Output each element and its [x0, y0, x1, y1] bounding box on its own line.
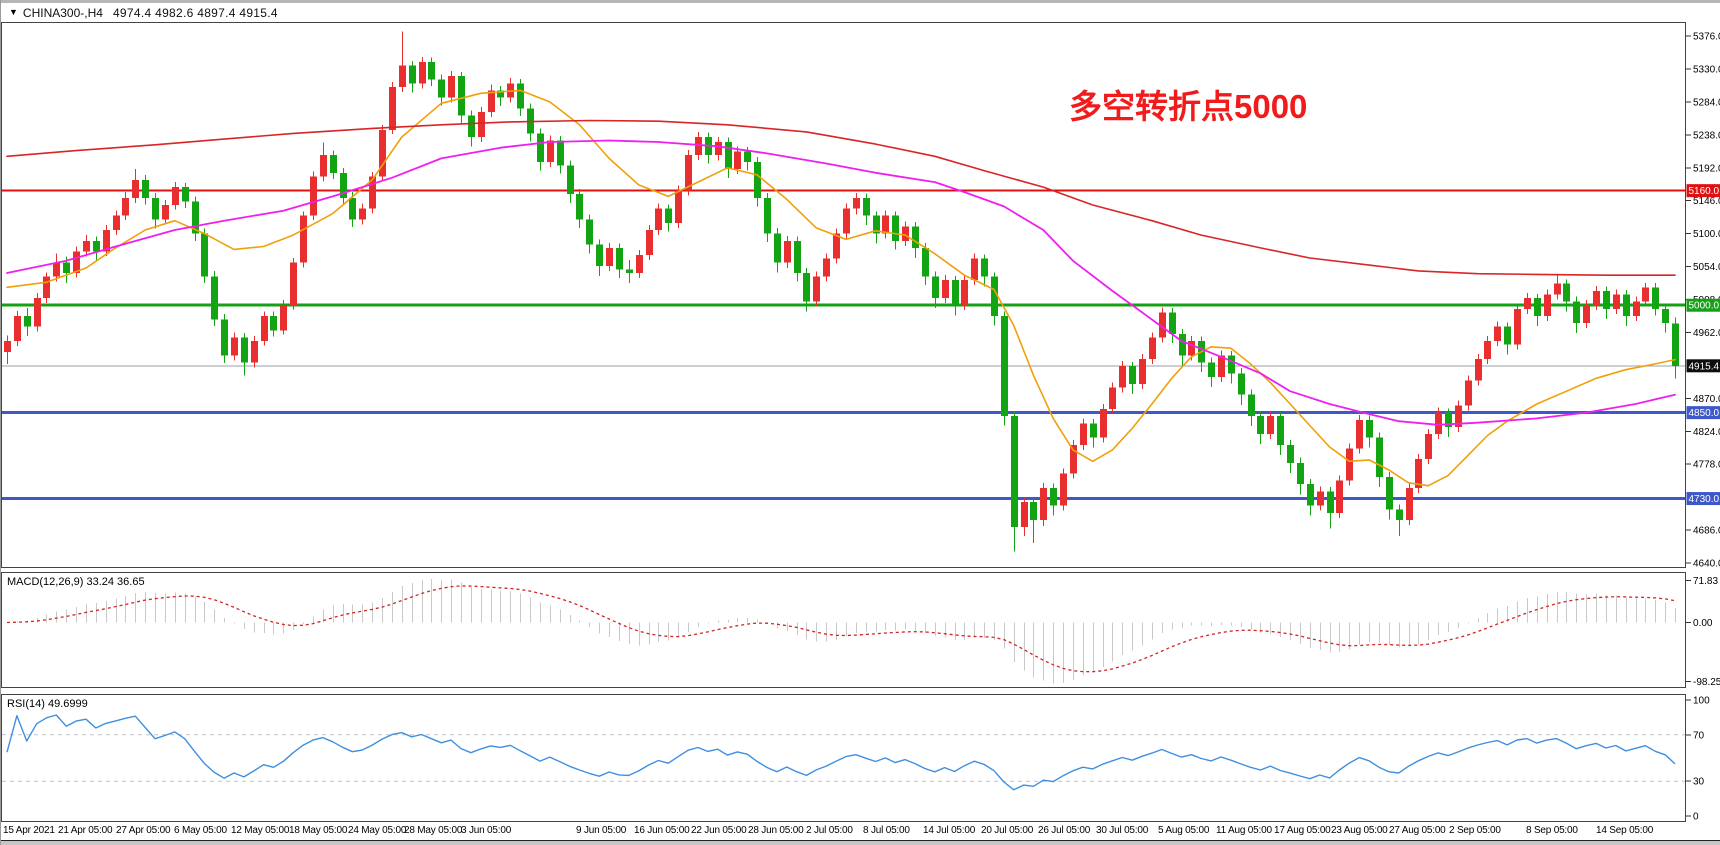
- price-axis[interactable]: [1685, 22, 1720, 822]
- svg-text:30: 30: [1693, 777, 1705, 788]
- svg-text:70: 70: [1693, 730, 1705, 741]
- time-tick-label: 27 Aug 05:00: [1389, 825, 1446, 836]
- svg-text:4850.0: 4850.0: [1689, 408, 1720, 419]
- svg-text:0: 0: [1693, 812, 1699, 823]
- level-lines-group: [2, 189, 1685, 501]
- time-tick-label: 30 Jul 05:00: [1096, 825, 1149, 836]
- chart-annotation-text: 多空转折点5000: [1069, 88, 1308, 125]
- ohlc-values: 4974.4 4982.6 4897.4 4915.4: [112, 5, 278, 20]
- rsi-axis-labels: 100 70 30 0: [1685, 696, 1710, 823]
- price-axis-labels: 5376.0 5330.0 5284.0 5238.0 5192.0 5146.0 5100…: [1685, 32, 1720, 569]
- time-tick-label: 20 Jul 05:00: [981, 825, 1034, 836]
- time-tick-label: 24 May 05:00: [348, 825, 407, 836]
- svg-text:4962.0: 4962.0: [1693, 328, 1720, 339]
- rsi-line: [6, 714, 1676, 791]
- svg-text:5284.0: 5284.0: [1693, 97, 1720, 108]
- time-tick-label: 3 Jun 05:00: [461, 825, 512, 836]
- macd-histogram: [16, 578, 1677, 684]
- svg-text:4824.0: 4824.0: [1693, 427, 1720, 438]
- rsi-chart[interactable]: 100 70 30 0: [1, 694, 1720, 822]
- time-tick-label: 22 Jun 05:00: [691, 825, 747, 836]
- svg-text:5160.0: 5160.0: [1689, 186, 1720, 197]
- svg-text:5100.0: 5100.0: [1693, 229, 1720, 240]
- macd-indicator-label: MACD(12,26,9) 33.24 36.65: [7, 576, 145, 588]
- svg-text:5330.0: 5330.0: [1693, 64, 1720, 75]
- rsi-guide-lines: [2, 734, 1685, 782]
- time-tick-label: 15 Apr 2021: [3, 825, 55, 836]
- svg-text:5238.0: 5238.0: [1693, 130, 1720, 141]
- svg-text:0.00: 0.00: [1693, 618, 1713, 629]
- ma-line-MA-fast: [6, 89, 1676, 487]
- time-tick-label: 26 Jul 05:00: [1038, 825, 1091, 836]
- time-tick-label: 17 Aug 05:00: [1274, 825, 1331, 836]
- time-tick-label: 8 Jul 05:00: [863, 825, 910, 836]
- ma-line-MA-mid: [6, 139, 1676, 426]
- time-tick-label: 12 May 05:00: [231, 825, 290, 836]
- svg-text:4686.0: 4686.0: [1693, 526, 1720, 537]
- time-tick-label: 2 Sep 05:00: [1449, 825, 1501, 836]
- svg-text:4915.4: 4915.4: [1689, 361, 1720, 372]
- rsi-panel-border: [1, 694, 1686, 822]
- svg-text:4640.0: 4640.0: [1693, 559, 1720, 569]
- rsi-indicator-label: RSI(14) 49.6999: [7, 698, 88, 710]
- time-axis[interactable]: 15 Apr 2021 21 Apr 05:00 27 Apr 05:00 6 May…: [1, 822, 1720, 840]
- time-tick-label: 21 Apr 05:00: [58, 825, 113, 836]
- window-top-edge: [1, 0, 1720, 3]
- symbol-dropdown-icon[interactable]: ▼: [9, 7, 18, 17]
- macd-chart[interactable]: 71.83 0.00 -98.25: [1, 572, 1720, 688]
- svg-text:5000.0: 5000.0: [1689, 301, 1720, 312]
- time-tick-label: 2 Jul 05:00: [806, 825, 853, 836]
- svg-text:4870.0: 4870.0: [1693, 394, 1720, 405]
- macd-signal-line: [6, 585, 1676, 673]
- time-tick-label: 28 Jun 05:00: [748, 825, 804, 836]
- macd-axis-labels: 71.83 0.00 -98.25: [1685, 576, 1720, 688]
- symbol-timeframe-label: CHINA300-,H4: [22, 5, 103, 20]
- svg-text:5146.0: 5146.0: [1693, 196, 1720, 207]
- chart-title-bar: ▼ CHINA300-,H4 4974.4 4982.6 4897.4 4915…: [1, 3, 1720, 22]
- svg-text:5376.0: 5376.0: [1693, 32, 1720, 43]
- time-tick-label: 14 Sep 05:00: [1596, 825, 1654, 836]
- time-tick-label: 8 Sep 05:00: [1526, 825, 1578, 836]
- time-tick-label: 9 Jun 05:00: [576, 825, 627, 836]
- price-chart[interactable]: 5376.0 5330.0 5284.0 5238.0 5192.0 5146.0 5100…: [1, 22, 1720, 568]
- time-tick-label: 27 Apr 05:00: [116, 825, 171, 836]
- window-bottom-edge: [1, 840, 1720, 845]
- svg-text:4778.0: 4778.0: [1693, 460, 1720, 471]
- svg-text:5192.0: 5192.0: [1693, 163, 1720, 174]
- svg-text:4730.0: 4730.0: [1689, 494, 1720, 505]
- time-tick-label: 23 Aug 05:00: [1331, 825, 1388, 836]
- svg-text:5054.0: 5054.0: [1693, 262, 1720, 273]
- time-tick-label: 28 May 05:00: [404, 825, 463, 836]
- time-tick-label: 6 May 05:00: [174, 825, 227, 836]
- time-tick-label: 11 Aug 05:00: [1216, 825, 1272, 836]
- svg-text:100: 100: [1693, 696, 1710, 707]
- time-tick-label: 14 Jul 05:00: [923, 825, 976, 836]
- time-tick-label: 16 Jun 05:00: [634, 825, 690, 836]
- svg-text:71.83: 71.83: [1693, 576, 1718, 587]
- price-panel-border: [1, 22, 1686, 568]
- candles-group: [4, 31, 1679, 552]
- svg-text:-98.25: -98.25: [1693, 677, 1720, 688]
- ma-line-MA-slow: [6, 119, 1676, 276]
- macd-panel-border: [1, 572, 1686, 688]
- price-badges: 5160.0 5000.0 4915.4 4850.0 4730.0: [1686, 184, 1720, 506]
- time-tick-label: 5 Aug 05:00: [1158, 825, 1210, 836]
- time-tick-label: 18 May 05:00: [289, 825, 348, 836]
